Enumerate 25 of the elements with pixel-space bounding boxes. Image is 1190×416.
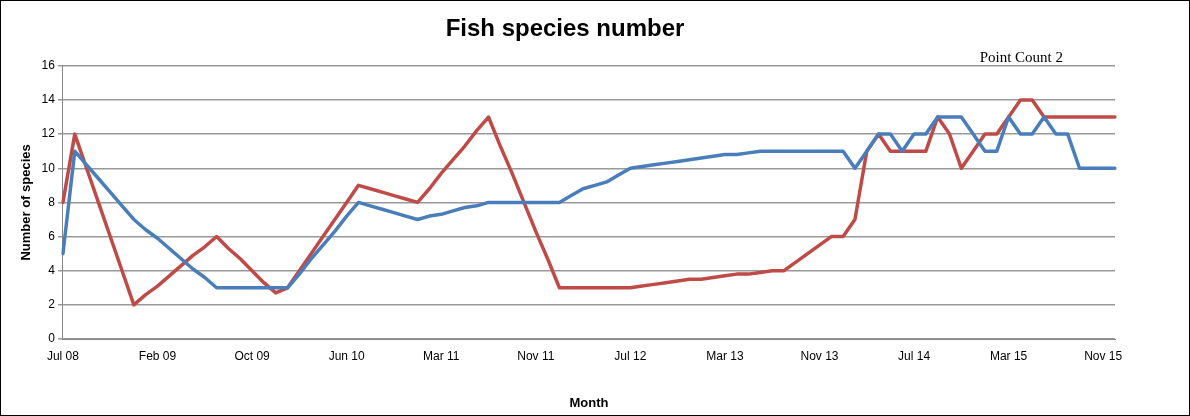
y-tick-label: 8 [48, 194, 56, 209]
y-tick-label: 2 [48, 297, 56, 312]
y-axis-title: Number of species [18, 144, 34, 261]
x-tick-label: Nov 11 [517, 348, 555, 363]
x-axis-title: Month [569, 394, 609, 410]
y-tick-label: 12 [41, 126, 56, 141]
y-tick-label: 16 [41, 58, 56, 73]
x-tick-label: Feb 09 [138, 348, 177, 363]
y-tick-label: 10 [41, 160, 56, 175]
chart-title: Fish species number [445, 14, 685, 42]
x-tick-label: Mar 15 [989, 348, 1028, 363]
x-tick-label: Nov 15 [1084, 348, 1123, 363]
text: Point Count 2 [979, 48, 1063, 65]
y-tick-label: 0 [48, 331, 56, 346]
x-tick-label: Jul 08 [46, 348, 80, 363]
x-tick-label: Jul 12 [614, 348, 647, 363]
y-tick-label: 6 [48, 228, 56, 243]
x-tick-label: Mar 11 [422, 348, 460, 363]
y-tick-label: 4 [48, 263, 56, 278]
x-tick-label: Oct 09 [234, 348, 271, 363]
y-tick-label: 14 [41, 92, 56, 107]
x-tick-label: Jun 10 [328, 348, 365, 363]
x-tick-label: Nov 13 [800, 348, 839, 363]
x-tick-label: Jul 14 [898, 348, 931, 363]
x-tick-label: Mar 13 [706, 348, 744, 363]
